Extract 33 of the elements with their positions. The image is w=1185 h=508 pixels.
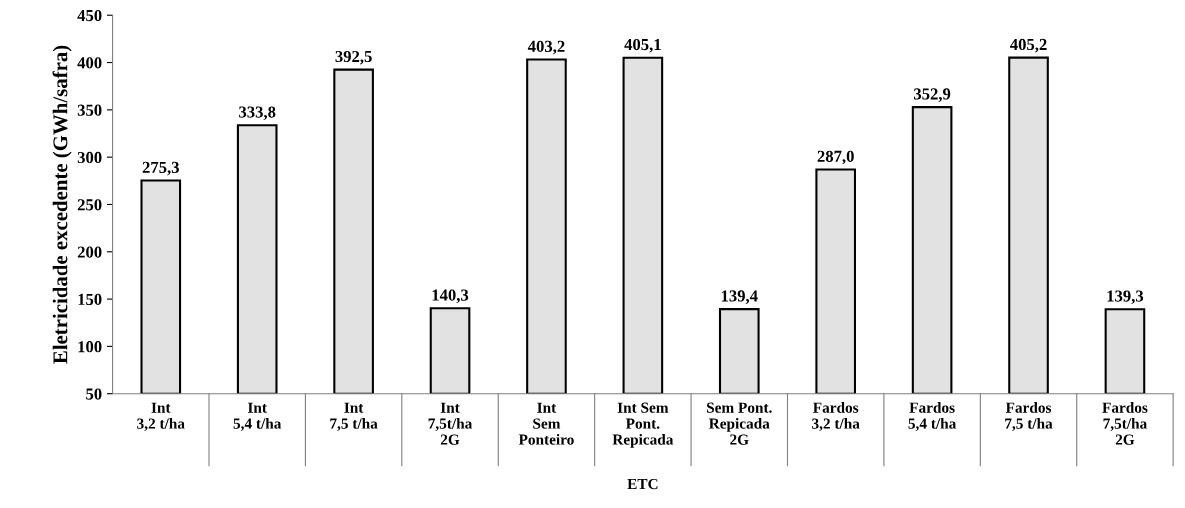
y-tick-label: 350: [77, 104, 102, 116]
x-tick-label: Fardos 3,2 t/ha: [812, 402, 860, 431]
data-label: 405,2: [1010, 38, 1047, 53]
y-tick-label: 250: [77, 199, 102, 211]
data-label: 275,3: [142, 161, 179, 176]
y-axis-title: Eletricidade excedente (GWh/safra): [52, 45, 72, 364]
data-label: 403,2: [527, 40, 565, 55]
x-tick-label: Sem Pont. Repicada 2G: [706, 402, 772, 445]
x-tick-label: Int 7,5 t/ha: [330, 402, 378, 431]
y-tick-label: 300: [77, 151, 102, 164]
data-label: 392,5: [335, 50, 372, 65]
x-tick-label: Fardos 5,4 t/ha: [908, 402, 957, 431]
y-tick-label: 450: [77, 9, 102, 22]
data-label: 139,3: [1107, 290, 1144, 305]
x-tick-label: Fardos 7,5 t/ha: [1005, 402, 1053, 431]
y-tick-label: 400: [77, 57, 102, 69]
y-tick-label: 150: [78, 293, 102, 306]
data-label: 352,9: [913, 88, 951, 102]
x-axis-title: ETC: [627, 478, 658, 490]
y-tick-label: 100: [78, 341, 102, 353]
x-tick-label: Fardos 7,5t/ha 2G: [1102, 402, 1148, 445]
data-label: 405,1: [624, 38, 661, 53]
data-label: 333,8: [239, 106, 276, 121]
x-tick-label: Int 5,4 t/ha: [233, 402, 282, 431]
x-tick-label: Int 7,5t/ha 2G: [428, 402, 473, 445]
data-label: 140,3: [432, 289, 469, 304]
x-tick-label: Int Sem Pont. Repicada: [612, 402, 674, 448]
data-label: 139,4: [721, 290, 758, 304]
x-tick-label: Int Sem Ponteiro: [518, 402, 574, 445]
x-tick-label: Int 3,2 t/ha: [137, 402, 185, 431]
data-label: 287,0: [817, 150, 854, 165]
y-tick-label: 200: [77, 246, 102, 258]
y-tick-label: 50: [86, 388, 102, 400]
